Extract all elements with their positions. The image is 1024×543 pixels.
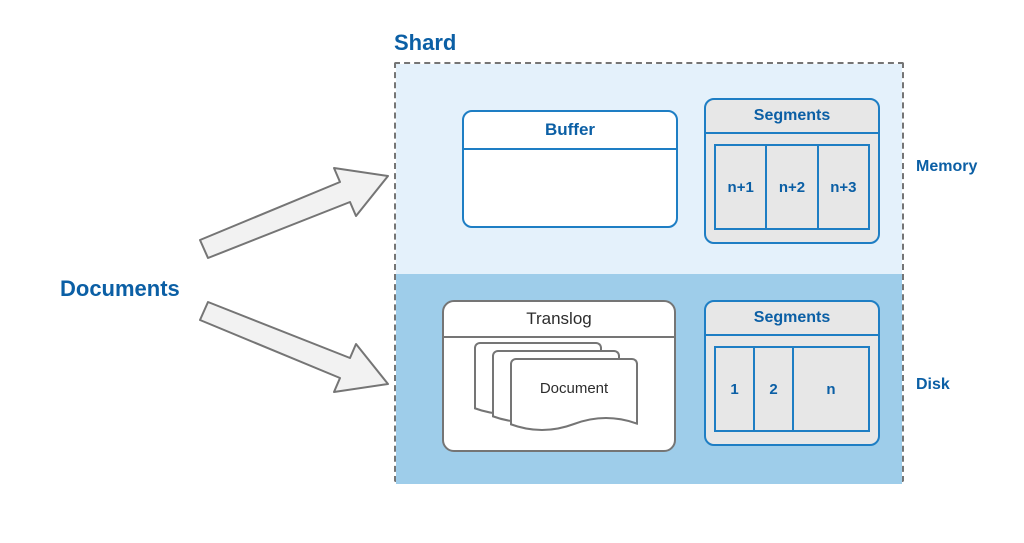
document-stack-icon: Document xyxy=(474,348,644,434)
memory-segment: n+3 xyxy=(817,144,870,230)
arrow-to-disk-icon xyxy=(190,310,400,400)
arrow-to-memory-icon xyxy=(190,160,400,250)
disk-segment: 2 xyxy=(753,346,794,432)
disk-segment: 1 xyxy=(714,346,755,432)
disk-zone: Translog Document Segments 1 2 n xyxy=(396,274,902,484)
shard-container: Buffer Segments n+1 n+2 n+3 Translog xyxy=(394,62,904,482)
memory-segments-title: Segments xyxy=(706,100,878,134)
disk-side-label: Disk xyxy=(916,376,950,394)
memory-side-label: Memory xyxy=(916,158,977,176)
memory-segment: n+2 xyxy=(765,144,818,230)
memory-segments-body: n+1 n+2 n+3 xyxy=(706,134,878,240)
buffer-title: Buffer xyxy=(464,112,676,150)
disk-segments-panel: Segments 1 2 n xyxy=(704,300,880,446)
shard-label: Shard xyxy=(394,30,456,56)
translog-box: Translog Document xyxy=(442,300,676,452)
disk-segments-body: 1 2 n xyxy=(706,336,878,442)
document-label: Document xyxy=(512,380,636,397)
buffer-box: Buffer xyxy=(462,110,678,228)
memory-segments-panel: Segments n+1 n+2 n+3 xyxy=(704,98,880,244)
translog-title: Translog xyxy=(444,302,674,338)
disk-segment: n xyxy=(792,346,870,432)
documents-label: Documents xyxy=(60,276,180,302)
memory-zone: Buffer Segments n+1 n+2 n+3 xyxy=(396,64,902,274)
disk-segments-title: Segments xyxy=(706,302,878,336)
memory-segment: n+1 xyxy=(714,144,767,230)
